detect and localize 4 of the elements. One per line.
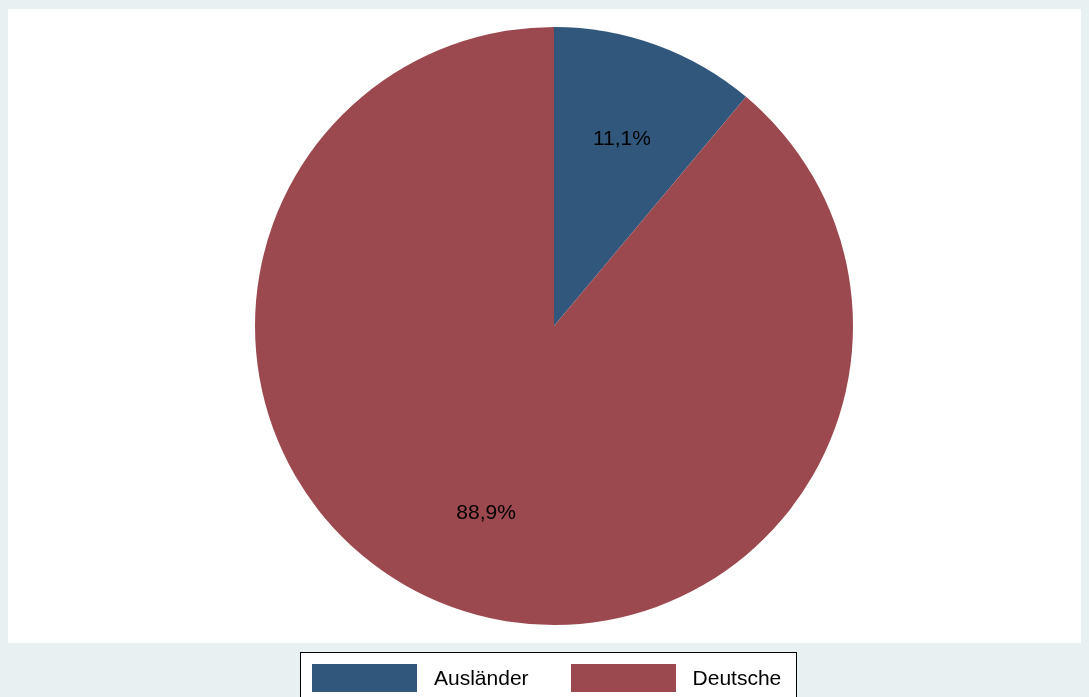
data-label: 88,9% [456, 499, 516, 523]
legend-label: Ausländer [434, 665, 529, 691]
legend-label: Deutsche [692, 665, 782, 691]
data-label: 11,1% [592, 125, 651, 149]
